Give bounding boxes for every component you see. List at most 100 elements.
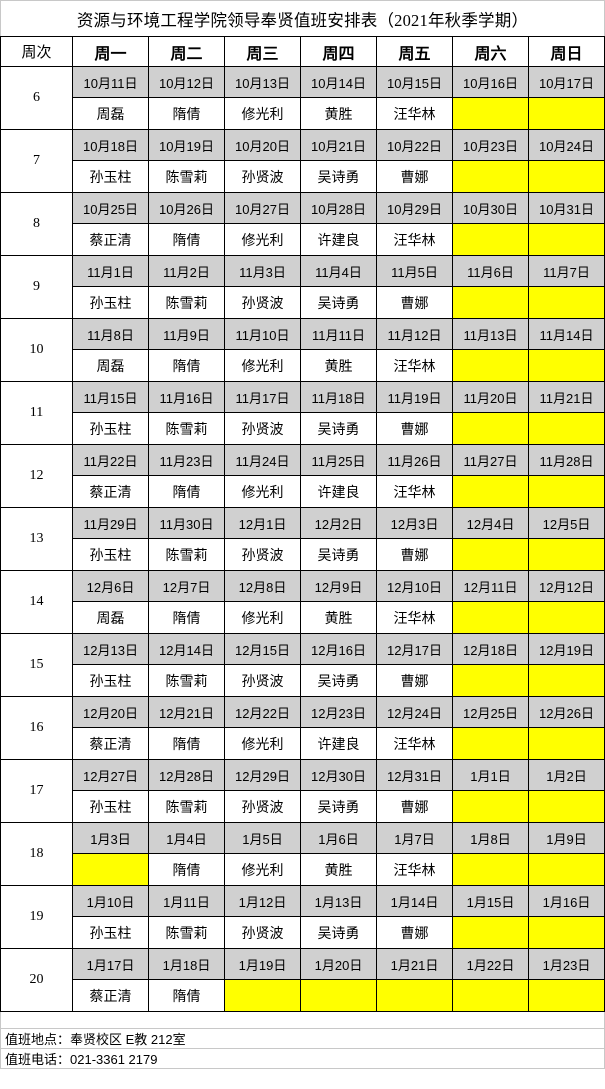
week-name-row: 周磊 隋倩 修光利 黄胜 汪华林 (1, 349, 605, 382)
duty-name-cell: 陈雪莉 (148, 412, 225, 445)
date-cell: 1月15日 (452, 885, 529, 917)
duty-name-cell: 孙贤波 (224, 160, 301, 193)
date-cell: 11月8日 (72, 318, 149, 350)
date-cell: 10月25日 (72, 192, 149, 224)
duty-name-cell: 周磊 (72, 601, 149, 634)
date-cell: 1月5日 (224, 822, 301, 854)
date-cell: 12月26日 (528, 696, 605, 728)
duty-cell-empty (452, 916, 529, 949)
duty-cell-empty (528, 286, 605, 319)
date-cell: 11月13日 (452, 318, 529, 350)
date-cell: 12月13日 (72, 633, 149, 665)
week-number-cell: 12 (0, 444, 73, 508)
week-name-row: 孙玉柱 陈雪莉 孙贤波 吴诗勇 曹娜 (1, 538, 605, 571)
table-header: 周次 周一 周二 周三 周四 周五 周六 周日 (0, 36, 605, 67)
duty-cell-empty (452, 727, 529, 760)
duty-name-cell: 陈雪莉 (148, 160, 225, 193)
date-cell: 12月30日 (300, 759, 377, 791)
duty-name-cell: 修光利 (224, 97, 301, 130)
week-number-cell: 20 (0, 948, 73, 1012)
date-cell: 1月7日 (376, 822, 453, 854)
week-name-row: 周磊 隋倩 修光利 黄胜 汪华林 (1, 97, 605, 130)
date-cell: 11月6日 (452, 255, 529, 287)
date-cell: 10月15日 (376, 66, 453, 98)
duty-schedule-table: 周次 周一 周二 周三 周四 周五 周六 周日 6 10月11日 10月12日 10月… (0, 36, 605, 1012)
duty-name-cell: 孙玉柱 (72, 790, 149, 823)
date-cell: 10月13日 (224, 66, 301, 98)
duty-name-cell: 隋倩 (148, 727, 225, 760)
duty-cell-empty (452, 601, 529, 634)
date-cell: 1月4日 (148, 822, 225, 854)
week-number-cell: 8 (0, 192, 73, 256)
week-name-row: 孙玉柱 陈雪莉 孙贤波 吴诗勇 曹娜 (1, 412, 605, 445)
duty-name-cell: 修光利 (224, 853, 301, 886)
date-cell: 12月9日 (300, 570, 377, 602)
duty-name-cell: 黄胜 (300, 601, 377, 634)
duty-cell-empty (528, 160, 605, 193)
date-cell: 11月20日 (452, 381, 529, 413)
duty-cell-empty (528, 979, 605, 1012)
date-cell: 11月22日 (72, 444, 149, 476)
date-cell: 10月19日 (148, 129, 225, 161)
date-cell: 12月8日 (224, 570, 301, 602)
date-cell: 12月18日 (452, 633, 529, 665)
column-header-monday: 周一 (72, 36, 149, 67)
date-cell: 1月6日 (300, 822, 377, 854)
duty-name-cell: 吴诗勇 (300, 412, 377, 445)
week-name-row: 孙玉柱 陈雪莉 孙贤波 吴诗勇 曹娜 (1, 916, 605, 949)
date-cell: 12月12日 (528, 570, 605, 602)
date-cell: 12月5日 (528, 507, 605, 539)
date-cell: 12月17日 (376, 633, 453, 665)
duty-name-cell: 修光利 (224, 349, 301, 382)
duty-name-cell: 隋倩 (148, 223, 225, 256)
week-number-cell: 17 (0, 759, 73, 823)
date-cell: 12月25日 (452, 696, 529, 728)
date-cell: 11月11日 (300, 318, 377, 350)
duty-cell-empty (528, 349, 605, 382)
date-cell: 12月27日 (72, 759, 149, 791)
duty-name-cell: 隋倩 (148, 979, 225, 1012)
duty-name-cell: 周磊 (72, 349, 149, 382)
duty-name-cell: 蔡正清 (72, 727, 149, 760)
duty-cell-empty (452, 853, 529, 886)
duty-name-cell: 修光利 (224, 223, 301, 256)
duty-name-cell: 孙玉柱 (72, 916, 149, 949)
column-header-tuesday: 周二 (148, 36, 225, 67)
date-cell: 10月20日 (224, 129, 301, 161)
date-cell: 1月9日 (528, 822, 605, 854)
date-cell: 10月22日 (376, 129, 453, 161)
date-cell: 1月20日 (300, 948, 377, 980)
duty-cell-empty (72, 853, 149, 886)
duty-name-cell: 汪华林 (376, 349, 453, 382)
duty-name-cell: 孙玉柱 (72, 412, 149, 445)
week-number-cell: 15 (0, 633, 73, 697)
date-cell: 11月16日 (148, 381, 225, 413)
duty-name-cell: 吴诗勇 (300, 664, 377, 697)
week-date-row: 15 12月13日 12月14日 12月15日 12月16日 12月17日 12月18日 12… (0, 633, 605, 697)
date-cell: 12月29日 (224, 759, 301, 791)
week-number-cell: 18 (0, 822, 73, 886)
duty-cell-empty (452, 790, 529, 823)
date-cell: 12月6日 (72, 570, 149, 602)
duty-name-cell: 汪华林 (376, 97, 453, 130)
duty-name-cell: 曹娜 (376, 286, 453, 319)
date-cell: 1月18日 (148, 948, 225, 980)
week-name-row: 隋倩 修光利 黄胜 汪华林 (1, 853, 605, 886)
date-cell: 10月17日 (528, 66, 605, 98)
week-name-row: 蔡正清 隋倩 (1, 979, 605, 1012)
duty-name-cell: 曹娜 (376, 412, 453, 445)
week-date-row: 13 11月29日 11月30日 12月1日 12月2日 12月3日 12月4日 12月5日 (0, 507, 605, 571)
duty-name-cell: 孙玉柱 (72, 538, 149, 571)
week-name-row: 孙玉柱 陈雪莉 孙贤波 吴诗勇 曹娜 (1, 160, 605, 193)
duty-name-cell: 陈雪莉 (148, 664, 225, 697)
date-cell: 10月28日 (300, 192, 377, 224)
duty-cell-empty (452, 349, 529, 382)
date-cell: 1月2日 (528, 759, 605, 791)
duty-name-cell: 孙贤波 (224, 664, 301, 697)
duty-name-cell: 孙玉柱 (72, 286, 149, 319)
date-cell: 1月1日 (452, 759, 529, 791)
date-cell: 11月21日 (528, 381, 605, 413)
duty-name-cell: 孙贤波 (224, 286, 301, 319)
date-cell: 1月8日 (452, 822, 529, 854)
